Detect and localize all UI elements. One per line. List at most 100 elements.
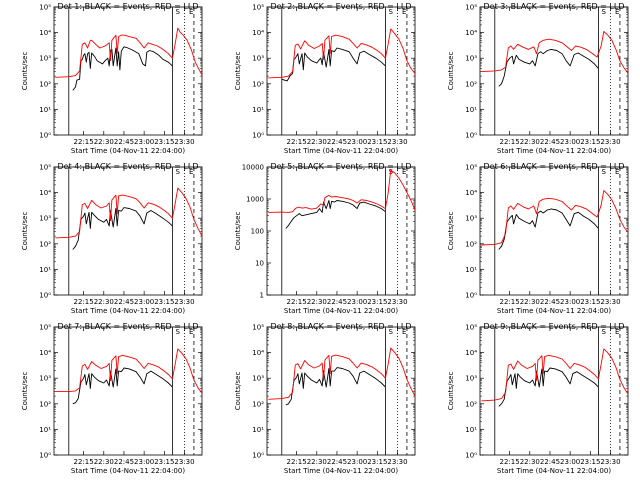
x-tick-label: 22:15 — [500, 138, 520, 146]
interval-marker: E — [402, 8, 406, 16]
x-tick-label: 22:45 — [114, 298, 134, 306]
x-tick-label: 22:45 — [327, 138, 347, 146]
x-tick-label: 22:30 — [94, 138, 114, 146]
y-axis-label: Counts/sec — [21, 52, 29, 91]
y-tick-label: 10² — [39, 240, 51, 248]
x-tick-label: 22:15 — [74, 458, 94, 466]
x-tick-label: 23:00 — [134, 298, 154, 306]
panel-title: Det 4: BLACK = Events, RED = LLD — [58, 162, 199, 171]
y-axis-label: Counts/sec — [21, 212, 29, 251]
interval-marker: E — [189, 328, 193, 336]
x-axis-label: Start Time (04-Nov-11 22:04:00) — [284, 307, 398, 315]
y-tick-label: 10¹ — [252, 106, 264, 114]
y-tick-label: 10³ — [465, 215, 477, 223]
series-line-lld — [55, 27, 203, 78]
x-tick-label: 22:45 — [540, 138, 560, 146]
detector-panel-5: 1 10 100 1000 10000 22:15 22:30 22:45 23:00 23:15… — [234, 162, 416, 315]
x-tick-label: 22:30 — [94, 298, 114, 306]
interval-marker: S — [389, 8, 394, 16]
x-axis-label: Start Time (04-Nov-11 22:04:00) — [497, 147, 611, 155]
y-tick-label: 10³ — [252, 375, 264, 383]
y-tick-label: 10⁵ — [39, 4, 51, 12]
y-tick-label: 10² — [252, 80, 264, 88]
x-tick-label: 22:45 — [327, 458, 347, 466]
y-tick-label: 10⁰ — [465, 452, 477, 460]
series-line-lld — [481, 31, 629, 74]
y-tick-label: 10² — [39, 400, 51, 408]
series-line-lld — [55, 348, 203, 394]
interval-marker: S — [176, 328, 181, 336]
series-line-events — [498, 208, 599, 250]
panel-title: Det 9: BLACK = Events, RED = LLD — [484, 322, 625, 331]
x-tick-label: 22:45 — [540, 298, 560, 306]
plot-frame — [266, 6, 416, 136]
y-tick-label: 10⁵ — [465, 324, 477, 332]
x-tick-label: 23:00 — [134, 138, 154, 146]
series-line-events — [498, 367, 599, 407]
x-axis-label: Start Time (04-Nov-11 22:04:00) — [497, 467, 611, 475]
series-line-lld — [268, 169, 416, 213]
x-tick-label: 23:30 — [387, 138, 407, 146]
interval-marker: E — [189, 8, 193, 16]
interval-marker: S — [389, 328, 394, 336]
y-tick-label: 10⁴ — [465, 349, 477, 357]
x-tick-label: 23:00 — [560, 298, 580, 306]
y-tick-label: 10¹ — [465, 266, 477, 274]
y-tick-label: 10⁰ — [465, 132, 477, 140]
y-tick-label: 10³ — [465, 375, 477, 383]
y-tick-label: 10⁰ — [39, 292, 51, 300]
interval-marker: S — [389, 168, 394, 176]
interval-marker: E — [189, 168, 193, 176]
x-tick-label: 22:15 — [287, 138, 307, 146]
x-tick-label: 23:00 — [134, 458, 154, 466]
y-tick-label: 10⁰ — [465, 292, 477, 300]
x-tick-label: 23:15 — [367, 298, 387, 306]
y-tick-label: 10000 — [242, 164, 264, 172]
y-tick-label: 10¹ — [39, 106, 51, 114]
x-tick-label: 23:30 — [174, 458, 194, 466]
x-tick-label: 23:15 — [580, 138, 600, 146]
x-tick-label: 22:30 — [307, 138, 327, 146]
x-axis-label: Start Time (04-Nov-11 22:04:00) — [497, 307, 611, 315]
y-tick-label: 10³ — [252, 55, 264, 63]
plot-frame — [266, 166, 416, 296]
x-tick-label: 22:45 — [540, 458, 560, 466]
x-axis-label: Start Time (04-Nov-11 22:04:00) — [284, 147, 398, 155]
x-tick-label: 23:30 — [600, 138, 620, 146]
panel-title: Det 7: BLACK = Events, RED = LLD — [58, 322, 199, 331]
x-tick-label: 23:00 — [347, 298, 367, 306]
x-tick-label: 22:45 — [114, 138, 134, 146]
y-tick-label: 10³ — [39, 55, 51, 63]
x-tick-label: 22:30 — [520, 138, 540, 146]
x-axis-label: Start Time (04-Nov-11 22:04:00) — [71, 467, 185, 475]
x-tick-label: 23:30 — [174, 138, 194, 146]
y-tick-label: 10² — [39, 80, 51, 88]
series-line-events — [281, 47, 386, 82]
x-tick-label: 23:15 — [154, 298, 174, 306]
x-tick-label: 23:15 — [367, 458, 387, 466]
y-tick-label: 10² — [465, 80, 477, 88]
y-axis-label: Counts/sec — [234, 372, 242, 411]
x-tick-label: 23:00 — [347, 458, 367, 466]
y-tick-label: 1 — [260, 292, 264, 300]
series-line-events — [498, 48, 599, 87]
y-tick-label: 10⁴ — [465, 189, 477, 197]
x-tick-label: 22:30 — [307, 458, 327, 466]
x-tick-label: 22:15 — [500, 298, 520, 306]
y-tick-label: 10⁴ — [39, 29, 51, 37]
x-tick-label: 23:30 — [600, 298, 620, 306]
series-line-lld — [481, 190, 629, 246]
series-line-lld — [268, 28, 416, 79]
panel-title: Det 6: BLACK = Events, RED = LLD — [484, 162, 625, 171]
x-tick-label: 22:15 — [500, 458, 520, 466]
x-tick-label: 23:15 — [154, 138, 174, 146]
x-tick-label: 22:30 — [520, 458, 540, 466]
y-tick-label: 10¹ — [465, 106, 477, 114]
y-tick-label: 10² — [465, 400, 477, 408]
x-tick-label: 23:15 — [154, 458, 174, 466]
